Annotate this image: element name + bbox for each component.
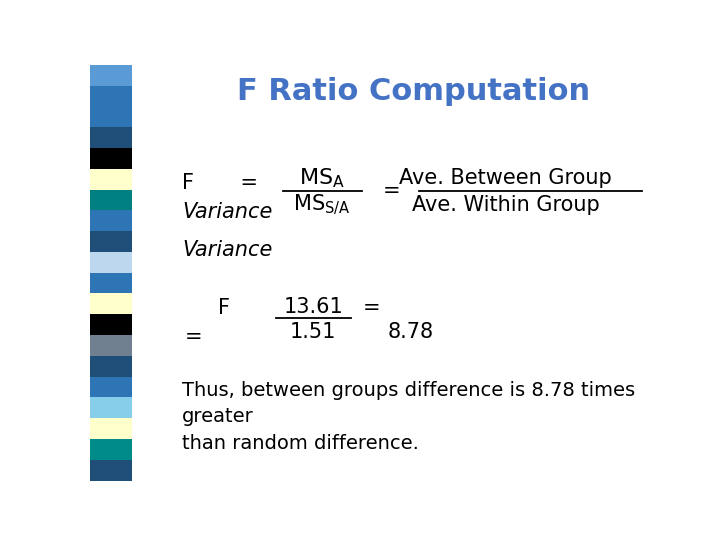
FancyBboxPatch shape xyxy=(90,397,132,418)
Text: $\mathregular{MS_A}$: $\mathregular{MS_A}$ xyxy=(299,166,345,190)
Text: =: = xyxy=(382,181,400,201)
FancyBboxPatch shape xyxy=(90,106,132,127)
Text: Variance: Variance xyxy=(182,202,272,222)
Text: 8.78: 8.78 xyxy=(388,322,434,342)
Text: 13.61: 13.61 xyxy=(284,297,343,317)
Text: Variance: Variance xyxy=(182,240,272,260)
FancyBboxPatch shape xyxy=(90,148,132,168)
FancyBboxPatch shape xyxy=(90,418,132,439)
Text: F: F xyxy=(218,298,230,318)
FancyBboxPatch shape xyxy=(90,439,132,460)
Text: =: = xyxy=(184,327,202,347)
Text: F       =: F = xyxy=(182,173,258,193)
FancyBboxPatch shape xyxy=(90,335,132,356)
FancyBboxPatch shape xyxy=(90,231,132,252)
Text: Ave. Within Group: Ave. Within Group xyxy=(412,195,600,215)
Text: F Ratio Computation: F Ratio Computation xyxy=(237,77,590,106)
FancyBboxPatch shape xyxy=(90,377,132,397)
Text: 1.51: 1.51 xyxy=(290,322,336,342)
FancyBboxPatch shape xyxy=(90,190,132,211)
FancyBboxPatch shape xyxy=(90,314,132,335)
Text: $\mathregular{MS_{S/A}}$: $\mathregular{MS_{S/A}}$ xyxy=(293,193,351,218)
FancyBboxPatch shape xyxy=(90,252,132,273)
FancyBboxPatch shape xyxy=(90,210,132,231)
Text: Ave. Between Group: Ave. Between Group xyxy=(400,168,612,188)
FancyBboxPatch shape xyxy=(90,356,132,377)
FancyBboxPatch shape xyxy=(90,65,132,85)
Text: =: = xyxy=(363,298,381,318)
Text: Thus, between groups difference is 8.78 times
greater
than random difference.: Thus, between groups difference is 8.78 … xyxy=(182,381,635,453)
FancyBboxPatch shape xyxy=(90,85,132,106)
FancyBboxPatch shape xyxy=(90,168,132,190)
FancyBboxPatch shape xyxy=(90,273,132,294)
FancyBboxPatch shape xyxy=(90,460,132,481)
FancyBboxPatch shape xyxy=(90,294,132,314)
FancyBboxPatch shape xyxy=(90,127,132,148)
